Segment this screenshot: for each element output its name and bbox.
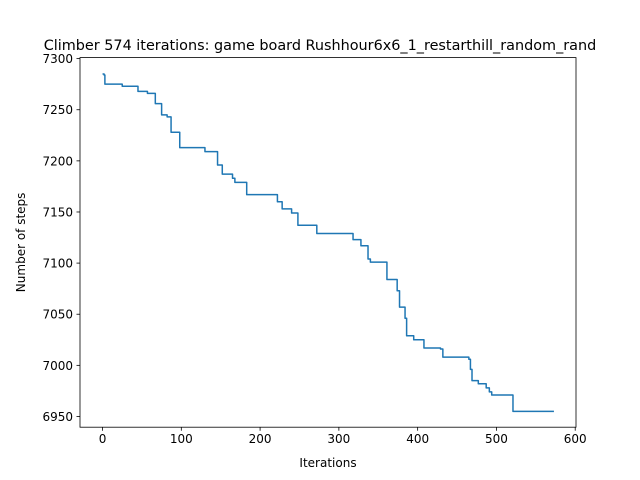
y-tick-label: 7100: [42, 257, 73, 271]
chart-title: Climber 574 iterations: game board Rushh…: [44, 38, 597, 54]
x-tick-label: 500: [485, 432, 508, 446]
y-tick-label: 7200: [42, 154, 73, 168]
x-tick-label: 300: [327, 432, 350, 446]
x-axis-ticks: 0 100 200 300 400 500 600: [99, 427, 587, 446]
x-tick-label: 200: [249, 432, 272, 446]
y-tick-label: 6950: [42, 410, 73, 424]
x-tick-label: 600: [564, 432, 587, 446]
y-tick-label: 7300: [42, 52, 73, 66]
x-tick-label: 100: [170, 432, 193, 446]
x-tick-label: 0: [99, 432, 107, 446]
x-tick-label: 400: [406, 432, 429, 446]
y-tick-label: 7250: [42, 103, 73, 117]
y-tick-label: 7050: [42, 308, 73, 322]
y-axis-label: Number of steps: [14, 193, 28, 293]
plot-area-frame: [79, 57, 577, 428]
x-axis-label: Iterations: [299, 456, 356, 470]
y-tick-label: 7150: [42, 205, 73, 219]
y-axis-ticks: 6950 7000 7050 7100 7150 7200 7250 7300: [42, 52, 80, 424]
series-line: [102, 73, 554, 413]
y-tick-label: 7000: [42, 359, 73, 373]
